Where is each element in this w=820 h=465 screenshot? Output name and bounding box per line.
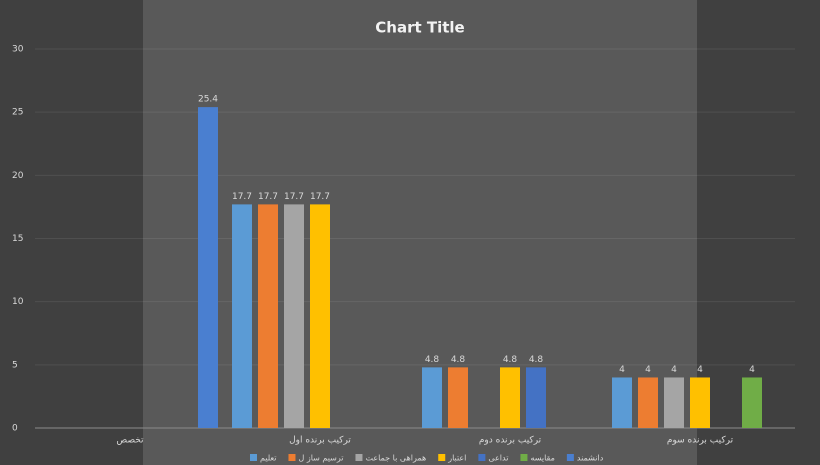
bar	[258, 204, 278, 428]
legend-label: تداعی	[488, 454, 508, 463]
legend-swatch	[566, 454, 574, 461]
legend-swatch	[520, 454, 528, 461]
value-label: 4.8	[451, 355, 466, 365]
bar	[664, 377, 684, 428]
value-label: 4.8	[503, 355, 518, 365]
value-label: 4	[645, 365, 651, 375]
value-label: 17.7	[284, 192, 304, 202]
value-label: 4.8	[425, 355, 440, 365]
bar	[422, 367, 442, 428]
y-tick-label: 30	[12, 45, 24, 55]
y-tick-label: 25	[12, 108, 23, 118]
bar	[310, 204, 330, 428]
bar	[742, 377, 762, 428]
value-label: 4	[749, 365, 755, 375]
legend-label: دانشمند	[577, 454, 604, 463]
bar	[448, 367, 468, 428]
legend-label: اعتبار	[447, 454, 466, 463]
value-label: 4	[671, 365, 677, 375]
x-tick-label: ترکیب برنده دوم	[479, 436, 542, 446]
legend-label: ترسیم ساز ل	[298, 454, 343, 463]
legend-label: تعلیم	[260, 454, 276, 463]
legend-swatch	[478, 454, 486, 461]
x-tick-label: تخصص	[116, 436, 144, 446]
value-label: 17.7	[258, 192, 278, 202]
bar	[284, 204, 304, 428]
chart-title: Chart Title	[375, 19, 464, 37]
value-label: 17.7	[310, 192, 330, 202]
value-label: 4.8	[529, 355, 544, 365]
legend-label: همراهی با جماعت	[365, 454, 426, 463]
y-tick-label: 15	[12, 234, 23, 244]
legend-swatch	[355, 454, 363, 461]
x-tick-label: ترکیب برنده اول	[289, 436, 351, 446]
y-tick-label: 0	[12, 424, 18, 434]
bar	[638, 377, 658, 428]
bar	[232, 204, 252, 428]
value-label: 4	[619, 365, 625, 375]
y-tick-label: 5	[12, 360, 18, 370]
value-label: 4	[697, 365, 703, 375]
y-tick-label: 20	[12, 171, 24, 181]
bar	[500, 367, 520, 428]
legend-swatch	[438, 454, 446, 461]
legend-swatch	[288, 454, 296, 461]
value-label: 25.4	[198, 95, 218, 105]
value-label: 17.7	[232, 192, 252, 202]
legend-label: مقایسه	[530, 454, 554, 463]
y-tick-label: 10	[12, 297, 24, 307]
bar	[690, 377, 710, 428]
bar	[198, 107, 218, 428]
x-tick-label: ترکیب برنده سوم	[667, 436, 734, 446]
bar	[612, 377, 632, 428]
legend-swatch	[250, 454, 257, 461]
bar	[526, 367, 546, 428]
